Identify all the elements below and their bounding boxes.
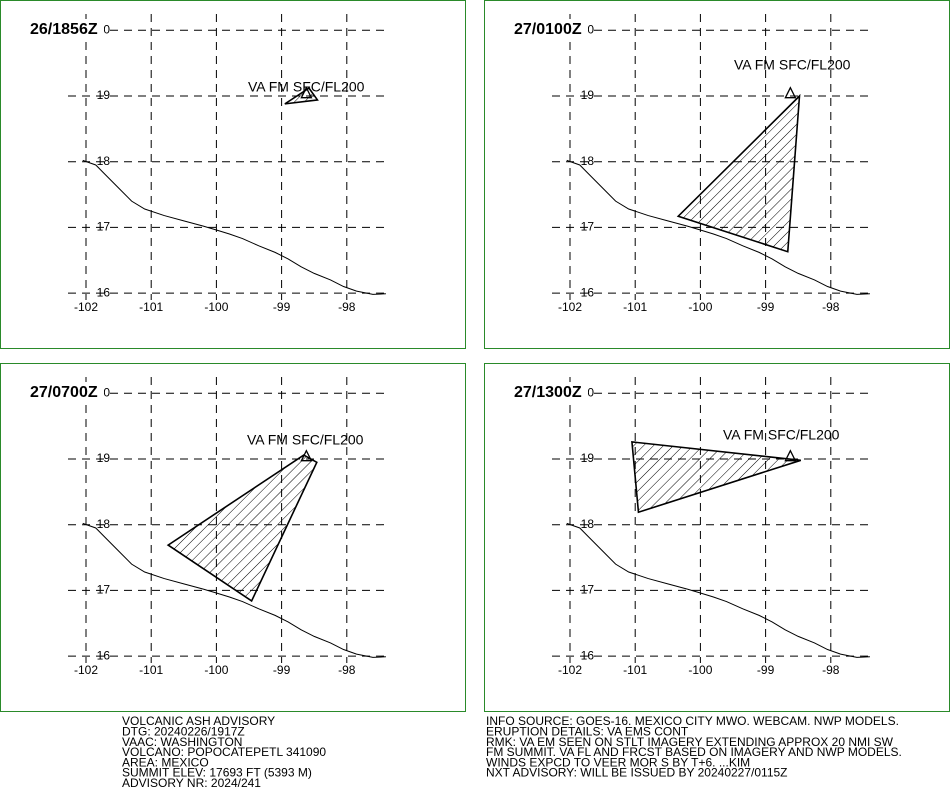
- lat-tick-label: 16: [97, 285, 111, 299]
- coastline: [566, 159, 870, 295]
- va-label: VA FM SFC/FL200: [248, 79, 365, 95]
- panel-frame: [0, 363, 466, 712]
- lat-tick-label: 16: [97, 648, 111, 662]
- lon-tick-label: -100: [688, 663, 712, 677]
- advisory-line: AREA: MEXICO: [122, 755, 209, 769]
- lat-tick-label: 16: [581, 285, 595, 299]
- lon-tick-label: -99: [273, 663, 291, 677]
- panel-frame: [0, 0, 466, 349]
- lon-tick-label: -102: [558, 300, 582, 314]
- volcano-marker: [784, 86, 797, 99]
- lat-tick-label: 18: [97, 517, 111, 531]
- va-label: VA FM SFC/FL200: [247, 432, 364, 448]
- advisory-line: VAAC: WASHINGTON: [122, 735, 242, 749]
- advisory-line: FM SUMMIT. VA FL AND FRCST BASED ON IMAG…: [486, 745, 902, 759]
- lon-tick-label: -101: [623, 663, 647, 677]
- lon-tick-label: -102: [558, 663, 582, 677]
- advisory-line: ERUPTION DETAILS: VA EMS CONT: [486, 724, 689, 738]
- valid-time: 27/0100Z: [514, 21, 582, 38]
- lat-tick-label: 16: [581, 648, 595, 662]
- ash-area: [284, 87, 319, 105]
- lat-tick-label: 18: [581, 517, 595, 531]
- ash-area: [631, 441, 802, 514]
- advisory-line: SUMMIT ELEV: 17693 FT (5393 M): [122, 766, 312, 780]
- advisory-line: DTG: 20240226/1917Z: [122, 724, 245, 738]
- valid-time: 27/0700Z: [30, 384, 98, 401]
- advisory-line: VOLCANIC ASH ADVISORY: [122, 714, 275, 728]
- lon-tick-label: -100: [688, 300, 712, 314]
- lon-tick-label: -98: [338, 663, 356, 677]
- lon-tick-label: -100: [204, 663, 228, 677]
- lon-tick-label: -100: [204, 300, 228, 314]
- valid-time: 26/1856Z: [30, 21, 98, 38]
- time-label-bg: [28, 382, 104, 404]
- lon-tick-label: -101: [623, 300, 647, 314]
- advisory-line: RMK: VA EM SEEN ON STLT IMAGERY EXTENDIN…: [486, 735, 894, 749]
- volcano-marker: [300, 86, 313, 99]
- lon-tick-label: -98: [338, 300, 356, 314]
- valid-time: 27/1300Z: [514, 384, 582, 401]
- lon-tick-label: -99: [273, 300, 291, 314]
- volcano-marker: [784, 449, 797, 462]
- lat-tick-label: 19: [581, 451, 595, 465]
- lat-tick-label: 18: [97, 154, 111, 168]
- advisory-line: NXT ADVISORY: WILL BE ISSUED BY 20240227…: [486, 766, 788, 780]
- lon-tick-label: -102: [74, 663, 98, 677]
- va-label: VA FM SFC/FL200: [734, 57, 851, 73]
- lat-tick-label: 17: [97, 220, 111, 234]
- lat-tick-label: 17: [581, 583, 595, 597]
- lat-tick-label: 18: [581, 154, 595, 168]
- coastline: [82, 522, 386, 658]
- lon-tick-label: -99: [757, 300, 775, 314]
- advisory-line: VOLCANO: POPOCATEPETL 341090: [122, 745, 326, 759]
- time-label-bg: [512, 382, 588, 404]
- lon-tick-label: -101: [139, 300, 163, 314]
- lon-tick-label: -98: [822, 663, 840, 677]
- lat-tick-label: 17: [581, 220, 595, 234]
- lat-tick-label: 19: [581, 88, 595, 102]
- volcano-marker: [300, 449, 313, 462]
- time-label-bg: [28, 19, 104, 41]
- advisory-line: ADVISORY NR: 2024/241: [122, 776, 261, 790]
- ash-area: [676, 93, 801, 253]
- va-label: VA FM SFC/FL200: [723, 427, 840, 443]
- ash-area: [166, 454, 318, 603]
- lat-tick-label: 19: [97, 88, 111, 102]
- lat-tick-label: 19: [97, 451, 111, 465]
- lon-tick-label: -102: [74, 300, 98, 314]
- lon-tick-label: -99: [757, 663, 775, 677]
- lon-tick-label: -98: [822, 300, 840, 314]
- lat-tick-label: 17: [97, 583, 111, 597]
- coastline: [566, 522, 870, 658]
- advisory-line: INFO SOURCE: GOES-16. MEXICO CITY MWO. W…: [486, 714, 899, 728]
- advisory-line: WINDS EXPCD TO VEER MOR S BY T+6. ...KIM: [486, 755, 750, 769]
- lon-tick-label: -101: [139, 663, 163, 677]
- time-label-bg: [512, 19, 588, 41]
- coastline: [82, 159, 386, 295]
